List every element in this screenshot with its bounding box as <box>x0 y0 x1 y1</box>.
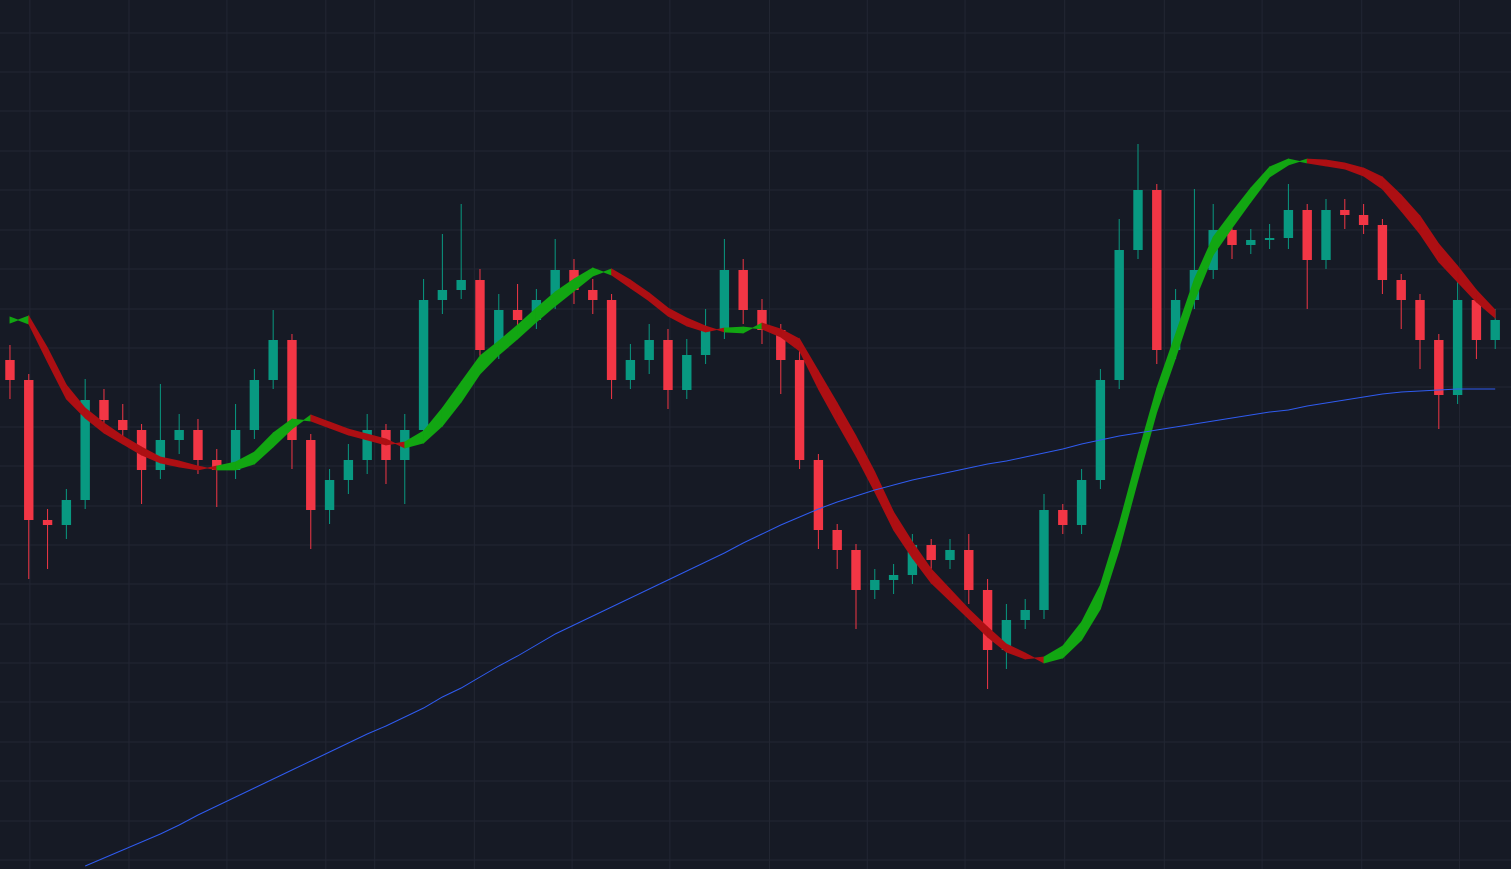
candle-body <box>61 500 72 525</box>
candle-body <box>287 340 297 440</box>
candle-body <box>155 440 166 470</box>
candle-body <box>682 355 692 390</box>
candle-body <box>851 550 861 590</box>
candle-body <box>1170 300 1181 350</box>
band-segment <box>723 326 744 334</box>
candle-body <box>663 340 673 390</box>
candle-body <box>1076 480 1087 525</box>
candle-body <box>1377 225 1388 280</box>
candle-body <box>719 270 730 330</box>
candle-body <box>1058 510 1068 525</box>
candle-body <box>249 380 260 430</box>
candle-body <box>1264 238 1275 240</box>
candle-body <box>1020 610 1030 620</box>
candle-body <box>625 360 636 380</box>
candle-body <box>362 430 372 460</box>
candle-body <box>588 290 598 300</box>
band-segment <box>1476 288 1496 319</box>
candle-body <box>306 440 316 510</box>
candle-body <box>1452 300 1463 395</box>
moving-average-line <box>85 388 1496 867</box>
candle-body <box>512 310 523 320</box>
candle-body <box>494 310 504 350</box>
candle-body <box>1114 250 1124 380</box>
candle-body <box>1396 280 1406 300</box>
candle-body <box>456 280 466 290</box>
candle-body <box>1095 380 1106 480</box>
candle-body <box>870 580 880 590</box>
candle-body <box>1471 300 1482 340</box>
candle-body <box>926 545 936 560</box>
candle-body <box>1434 340 1444 395</box>
candle-body <box>268 340 278 380</box>
candle-body <box>700 330 711 355</box>
candle-body <box>1490 320 1500 340</box>
candle-body <box>1227 230 1237 245</box>
candle-body <box>1302 210 1312 260</box>
candle-body <box>550 270 560 300</box>
candle-body <box>193 430 203 460</box>
candle-body <box>1039 510 1049 610</box>
candle-body <box>776 330 786 360</box>
candle-body <box>907 545 918 575</box>
candle-body <box>757 310 767 330</box>
candle-body <box>1283 210 1294 238</box>
candle-body <box>888 575 899 580</box>
candle-body <box>1340 210 1350 215</box>
candle-body <box>1415 300 1425 340</box>
candle-body <box>644 340 654 360</box>
candle-body <box>174 430 184 440</box>
candle-body <box>1152 190 1162 350</box>
candle-body <box>212 460 222 470</box>
candle-body <box>230 430 241 470</box>
candle-body <box>738 270 748 310</box>
candle-body <box>794 360 805 460</box>
candle-body <box>118 420 128 430</box>
candle-body <box>475 280 485 350</box>
candle-body <box>1001 620 1012 650</box>
candle-body <box>1358 215 1369 225</box>
candle-body <box>80 400 90 500</box>
candle-body <box>324 480 335 510</box>
candle-body <box>1321 210 1331 260</box>
candle-body <box>606 300 617 380</box>
candle-body <box>1133 190 1143 250</box>
candle-body <box>813 460 824 530</box>
candle-body <box>99 400 109 420</box>
candle-body <box>437 290 448 300</box>
candle-body <box>982 590 993 650</box>
candle-body <box>964 550 974 590</box>
candle-body <box>832 530 842 550</box>
candle-body <box>1246 240 1256 245</box>
candle-body <box>343 460 354 480</box>
candle-body <box>5 360 15 380</box>
candle-body <box>24 380 34 520</box>
candle-body <box>418 300 429 430</box>
candle-body <box>42 520 53 525</box>
candle-body <box>945 550 955 560</box>
